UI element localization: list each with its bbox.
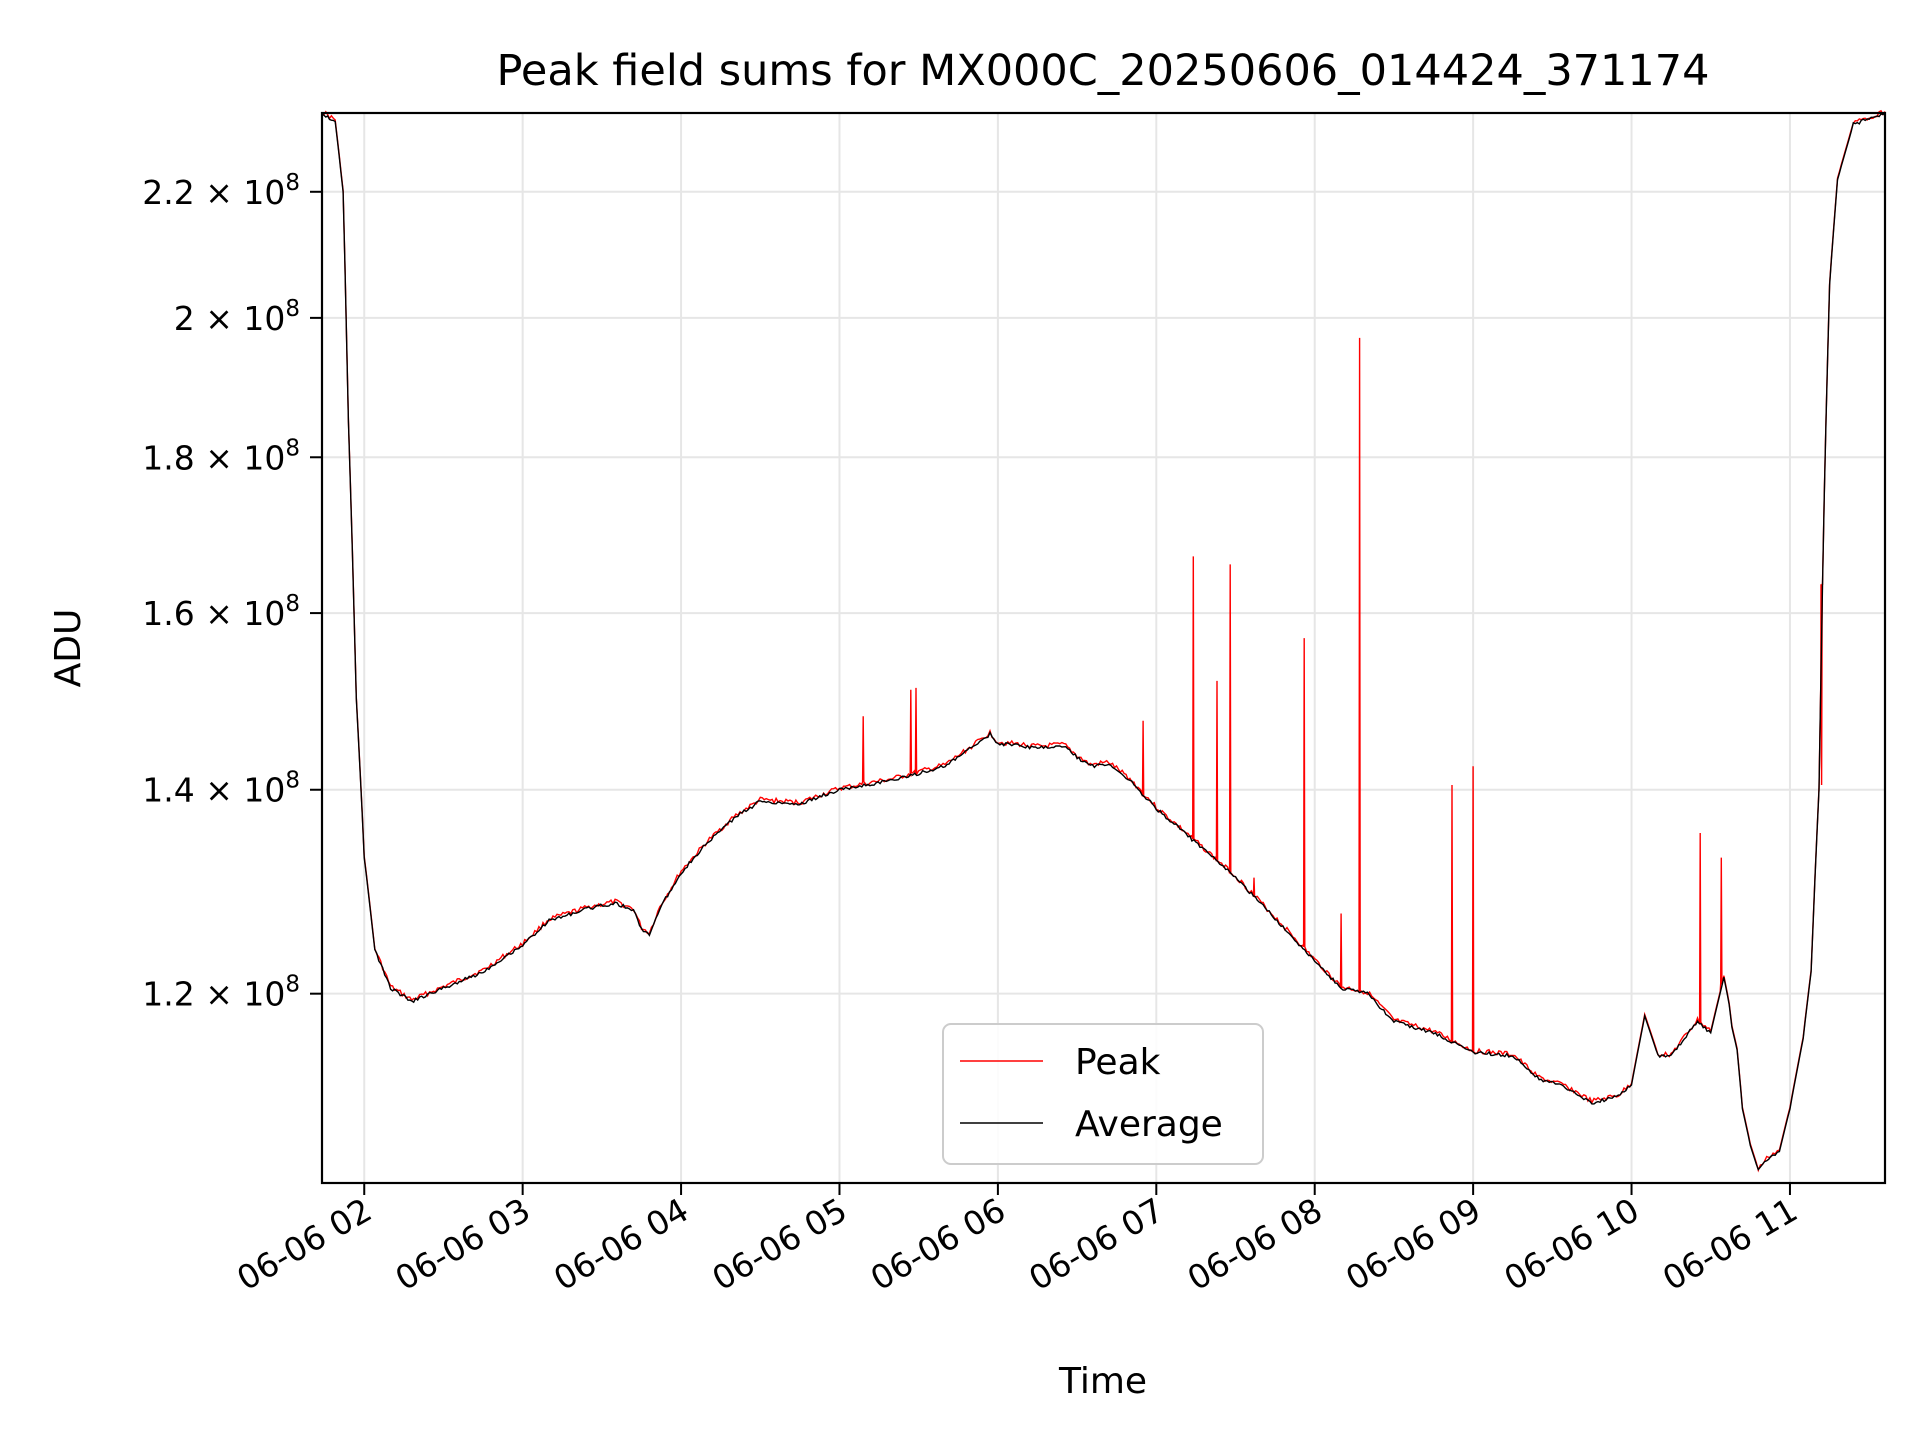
- y-tick-label: 2 × 108: [174, 296, 300, 338]
- y-tick-mantissa: 2: [174, 299, 195, 338]
- y-tick-base: 10: [243, 771, 285, 810]
- y-tick-base: 10: [243, 975, 285, 1014]
- y-tick-base: 10: [243, 299, 285, 338]
- plot-frame: [320, 111, 1887, 1185]
- y-tick-exponent: 8: [285, 591, 300, 617]
- y-tick-times: ×: [195, 975, 244, 1014]
- y-tick-mantissa: 1.8: [142, 438, 194, 477]
- y-tick-exponent: 8: [285, 435, 300, 461]
- y-tick-mantissa: 1.2: [142, 975, 194, 1014]
- y-tick-mantissa: 2.2: [142, 173, 194, 212]
- series-layer: [321, 109, 1886, 1173]
- grid: [322, 113, 1885, 1183]
- y-tick-exponent: 8: [285, 972, 300, 998]
- y-axis-label: ADU: [48, 609, 89, 688]
- y-tick-label: 1.8 × 108: [142, 435, 300, 477]
- y-tick-label: 1.4 × 108: [142, 768, 300, 810]
- y-tick-mantissa: 1.6: [142, 594, 194, 633]
- legend: Peak Average: [942, 1023, 1264, 1165]
- legend-label-average: Average: [1075, 1104, 1223, 1145]
- y-tick-times: ×: [195, 771, 244, 810]
- y-tick-times: ×: [195, 438, 244, 477]
- y-tick-exponent: 8: [285, 170, 300, 196]
- series-line-average: [321, 112, 1886, 1171]
- y-tick-base: 10: [243, 173, 285, 212]
- y-tick-times: ×: [195, 299, 244, 338]
- x-axis-label: Time: [1058, 1361, 1147, 1402]
- y-tick-times: ×: [195, 594, 244, 633]
- y-tick-exponent: 8: [285, 296, 300, 322]
- y-tick-mantissa: 1.4: [142, 771, 194, 810]
- y-tick-label: 1.6 × 108: [142, 591, 300, 633]
- y-tick-base: 10: [243, 594, 285, 633]
- chart-title: Peak field sums for MX000C_20250606_0144…: [497, 46, 1710, 96]
- legend-label-peak: Peak: [1075, 1042, 1161, 1083]
- y-tick-times: ×: [195, 173, 244, 212]
- y-tick-base: 10: [243, 438, 285, 477]
- y-tick-label: 2.2 × 108: [142, 170, 300, 212]
- y-tick-exponent: 8: [285, 768, 300, 794]
- y-tick-label: 1.2 × 108: [142, 972, 300, 1014]
- legend-box: [942, 1023, 1264, 1165]
